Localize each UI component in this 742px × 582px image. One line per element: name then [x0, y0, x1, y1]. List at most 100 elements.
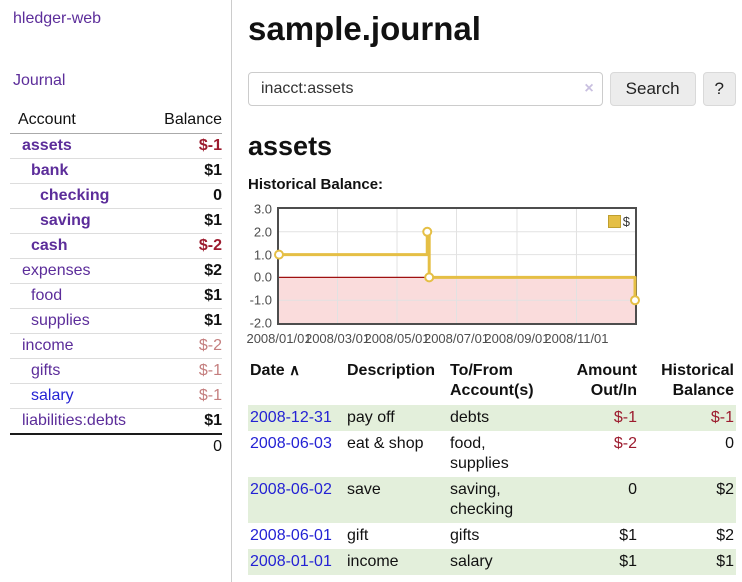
account-link-salary[interactable]: salary [31, 387, 74, 404]
account-row: bank $1 [10, 159, 222, 184]
account-link-checking[interactable]: checking [40, 187, 109, 204]
transaction-date-link[interactable]: 2008-06-02 [250, 481, 332, 498]
register-row: 2008-01-01 income salary $1 $1 [248, 549, 736, 575]
account-balance: $-2 [145, 234, 222, 259]
x-axis-tick-label: 2008/01/01 [246, 331, 311, 346]
transaction-amount: $1 [554, 549, 639, 575]
historical-balance-chart: 3.02.01.00.0-1.0-2.0 $ 2008/01/012008/03… [248, 207, 736, 347]
help-button[interactable]: ? [703, 72, 736, 106]
register-header-row: Date ∧ Description To/From Account(s) Am… [248, 359, 736, 405]
transaction-balance: $-1 [639, 405, 736, 431]
account-link-assets[interactable]: assets [22, 137, 72, 154]
account-link-bank[interactable]: bank [31, 162, 68, 179]
account-balance: $1 [145, 159, 222, 184]
search-button[interactable]: Search [610, 72, 696, 106]
y-axis-tick-label: 3.0 [238, 202, 272, 217]
account-balance: $-2 [145, 334, 222, 359]
transaction-accounts: food, supplies [448, 431, 554, 477]
chart-title: Historical Balance: [248, 176, 736, 193]
transaction-balance: 0 [639, 431, 736, 477]
main-content: sample.journal × Search ? assets Histori… [232, 0, 742, 582]
register-header-description: Description [345, 359, 448, 405]
register-header-date[interactable]: Date ∧ [248, 359, 345, 405]
register-header-balance: Historical Balance [639, 359, 736, 405]
chart-legend: $ [608, 214, 630, 229]
transaction-date-link[interactable]: 2008-06-03 [250, 435, 332, 452]
transaction-accounts: salary [448, 549, 554, 575]
sidebar-item-journal[interactable]: Journal [13, 72, 231, 90]
transaction-description: gift [345, 523, 448, 549]
account-balance: $1 [145, 209, 222, 234]
account-balance: $1 [145, 284, 222, 309]
account-link-liabilities-debts[interactable]: liabilities:debts [22, 412, 126, 429]
x-axis-tick-label: 2008/09/01 [484, 331, 549, 346]
transaction-date-link[interactable]: 2008-12-31 [250, 409, 332, 426]
transaction-description: eat & shop [345, 431, 448, 477]
transaction-date-link[interactable]: 2008-06-01 [250, 527, 332, 544]
account-row: assets $-1 [10, 134, 222, 159]
search-input[interactable] [248, 72, 603, 106]
clear-search-icon[interactable]: × [584, 80, 593, 98]
account-row: saving $1 [10, 209, 222, 234]
transaction-balance: $1 [639, 549, 736, 575]
transaction-amount: 0 [554, 477, 639, 523]
transaction-accounts: saving, checking [448, 477, 554, 523]
account-row: gifts $-1 [10, 359, 222, 384]
accounts-total-value: 0 [145, 434, 222, 459]
page-title: sample.journal [248, 10, 736, 48]
y-axis-tick-label: 2.0 [238, 224, 272, 239]
legend-label: $ [623, 214, 630, 229]
account-link-expenses[interactable]: expenses [22, 262, 91, 279]
accounts-header-account: Account [10, 109, 145, 134]
register-row: 2008-06-01 gift gifts $1 $2 [248, 523, 736, 549]
account-row: cash $-2 [10, 234, 222, 259]
account-heading: assets [248, 131, 736, 162]
y-axis-tick-label: 0.0 [238, 270, 272, 285]
register-header-date-label: Date [250, 362, 285, 379]
account-balance: 0 [145, 184, 222, 209]
sidebar: hledger-web Journal Account Balance asse… [0, 0, 232, 582]
register-row: 2008-12-31 pay off debts $-1 $-1 [248, 405, 736, 431]
account-row: income $-2 [10, 334, 222, 359]
register-table: Date ∧ Description To/From Account(s) Am… [248, 359, 736, 575]
account-link-income[interactable]: income [22, 337, 74, 354]
transaction-accounts: gifts [448, 523, 554, 549]
accounts-table: Account Balance assets $-1 bank $1 check… [10, 109, 222, 459]
account-row: salary $-1 [10, 384, 222, 409]
account-link-gifts[interactable]: gifts [31, 362, 60, 379]
register-header-amount: Amount Out/In [554, 359, 639, 405]
account-link-food[interactable]: food [31, 287, 62, 304]
account-link-saving[interactable]: saving [40, 212, 91, 229]
accounts-header-row: Account Balance [10, 109, 222, 134]
register-row: 2008-06-02 save saving, checking 0 $2 [248, 477, 736, 523]
search-form: × Search ? [248, 72, 736, 106]
x-axis-tick-label: 2008/07/01 [424, 331, 489, 346]
account-row: food $1 [10, 284, 222, 309]
account-balance: $2 [145, 259, 222, 284]
account-balance: $-1 [145, 134, 222, 159]
account-row: supplies $1 [10, 309, 222, 334]
x-axis-tick-label: 2008/11/01 [544, 331, 608, 346]
account-row: liabilities:debts $1 [10, 409, 222, 435]
y-axis-tick-label: -1.0 [238, 293, 272, 308]
account-row: checking 0 [10, 184, 222, 209]
sort-ascending-icon: ∧ [289, 362, 300, 379]
chart-canvas [279, 209, 635, 323]
search-box: × [248, 72, 603, 106]
x-axis-tick-label: 2008/03/01 [305, 331, 370, 346]
account-link-supplies[interactable]: supplies [31, 312, 90, 329]
account-balance: $1 [145, 409, 222, 435]
y-axis-tick-label: 1.0 [238, 247, 272, 262]
transaction-amount: $1 [554, 523, 639, 549]
account-link-cash[interactable]: cash [31, 237, 67, 254]
transaction-accounts: debts [448, 405, 554, 431]
accounts-total-row: 0 [10, 434, 222, 459]
transaction-balance: $2 [639, 523, 736, 549]
account-balance: $1 [145, 309, 222, 334]
register-header-accounts: To/From Account(s) [448, 359, 554, 405]
register-row: 2008-06-03 eat & shop food, supplies $-2… [248, 431, 736, 477]
transaction-date-link[interactable]: 2008-01-01 [250, 553, 332, 570]
transaction-amount: $-2 [554, 431, 639, 477]
transaction-balance: $2 [639, 477, 736, 523]
brand-link[interactable]: hledger-web [13, 10, 231, 28]
